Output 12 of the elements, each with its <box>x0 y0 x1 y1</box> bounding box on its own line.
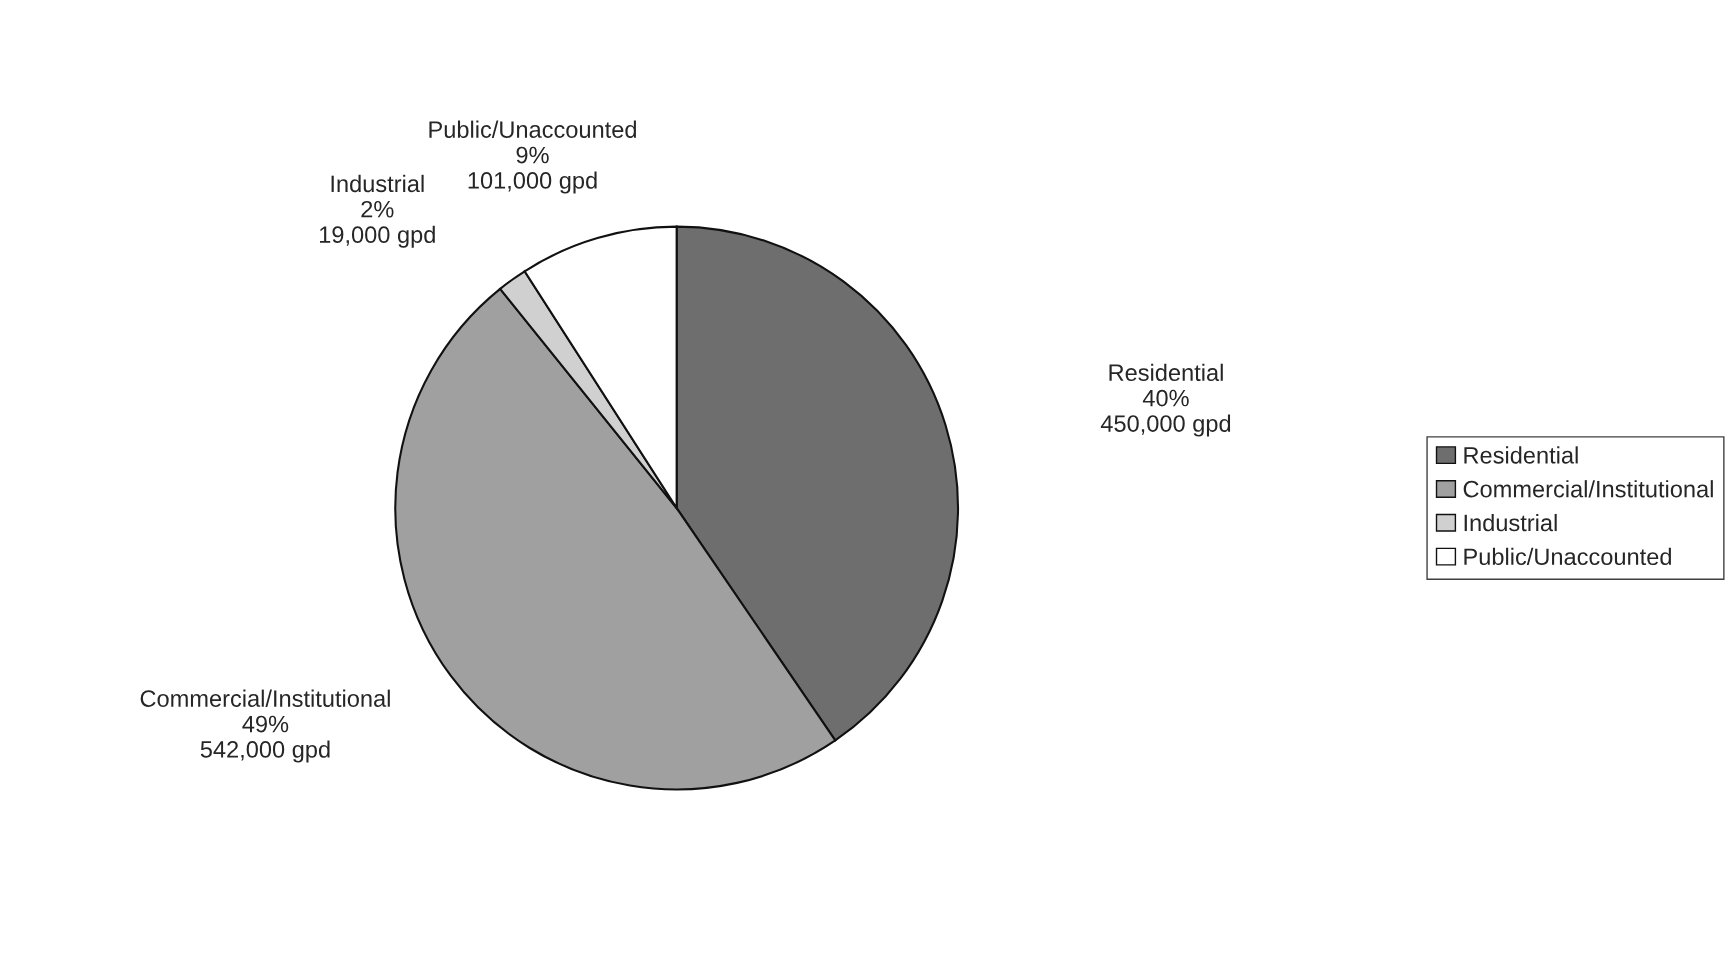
legend-label: Industrial <box>1464 513 1557 532</box>
data-label: 40% 450,000 gpd <box>1100 389 1231 437</box>
slice-label: Public/Unaccounted <box>429 120 636 138</box>
legend-label: Public/Unaccounted <box>1464 547 1671 566</box>
slice-label: Commercial/Institutional <box>140 689 390 707</box>
slice-label: Residential <box>1109 363 1223 382</box>
slice-label: Industrial <box>331 174 424 193</box>
data-label: 49% 542,000 gpd <box>200 715 330 763</box>
legend-label: Commercial/Institutional <box>1463 480 1713 498</box>
data-label: 2% 19,000 gpd <box>320 200 435 248</box>
legend-label: Residential <box>1464 446 1578 464</box>
data-label: 9% 101,000 gpd <box>468 146 597 194</box>
